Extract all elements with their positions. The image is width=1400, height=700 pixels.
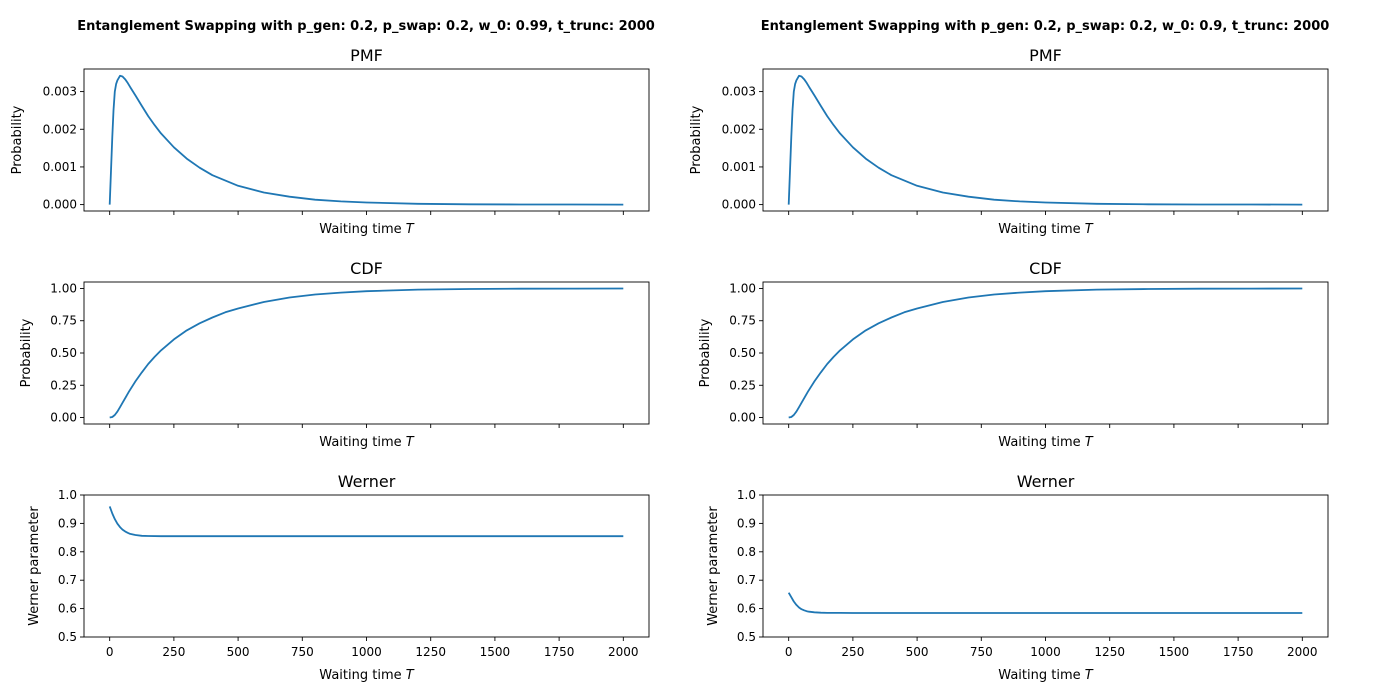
subplot-cdf-right: CDF 0.00 0.25 0.50 0.75 1.00 Waiting time T Pro… xyxy=(698,259,1329,450)
suptitle-left: Entanglement Swapping with p_gen: 0.2, p… xyxy=(77,19,655,34)
y-tick-label-c0-r1-4: 1.00 xyxy=(50,281,77,295)
subplot-werner-right: Werner 0 250 500 750 1000 1250 1500 1750 2000 0.5 0… xyxy=(706,472,1329,683)
y-tick-label-c0-r0-1: 0.001 xyxy=(43,160,77,174)
series-line-c0-r2-0 xyxy=(108,506,624,538)
x-axis-label-c1-r2: Waiting time T xyxy=(998,668,1093,683)
x-tick-label-c0-r2-4: 1000 xyxy=(351,645,382,659)
y-tick-label-c0-r1-1: 0.25 xyxy=(50,378,77,392)
y-tick-label-c0-r0-3: 0.003 xyxy=(43,85,77,99)
subplot-pmf-left: PMF 0.000 0.001 0.002 0.003 Waiting time T Pro… xyxy=(10,46,650,237)
y-tick-label-c1-r2-5: 1.0 xyxy=(737,488,756,502)
y-tick-label-c1-r0-1: 0.001 xyxy=(722,160,756,174)
x-tick-label-c0-r2-6: 1500 xyxy=(480,645,511,659)
subplot-title-c0-r2: Werner xyxy=(338,472,396,491)
y-tick-label-c1-r2-3: 0.8 xyxy=(737,545,756,559)
x-tick-label-c1-r2-1: 250 xyxy=(841,645,864,659)
x-tick-label-c1-r2-4: 1000 xyxy=(1030,645,1061,659)
axes-frame-c1-r2 xyxy=(762,494,1329,638)
x-tick-label-c1-r2-7: 1750 xyxy=(1223,645,1254,659)
y-tick-label-c0-r1-2: 0.50 xyxy=(50,346,77,360)
y-tick-label-c1-r1-3: 0.75 xyxy=(729,314,756,328)
x-tick-label-c1-r2-0: 0 xyxy=(785,645,793,659)
y-tick-label-c0-r0-2: 0.002 xyxy=(43,122,77,136)
x-tick-label-c0-r2-7: 1750 xyxy=(544,645,575,659)
y-tick-label-c0-r0-0: 0.000 xyxy=(43,198,77,212)
subplot-title-c1-r1: CDF xyxy=(1029,259,1062,278)
y-axis-label-c0-r2: Werner parameter xyxy=(27,506,42,626)
x-tick-label-c1-r2-8: 2000 xyxy=(1287,645,1318,659)
y-tick-label-c0-r1-0: 0.00 xyxy=(50,411,77,425)
series-line-c1-r2-0 xyxy=(787,592,1303,614)
x-tick-label-c1-r2-3: 750 xyxy=(970,645,993,659)
y-tick-label-c1-r1-0: 0.00 xyxy=(729,411,756,425)
y-axis-label-c1-r2: Werner parameter xyxy=(706,506,721,626)
subplot-title-c1-r2: Werner xyxy=(1017,472,1075,491)
subplot-pmf-right: PMF 0.000 0.001 0.002 0.003 Waiting time T Pro… xyxy=(689,46,1329,237)
y-axis-label-c1-r0: Probability xyxy=(689,105,704,174)
y-tick-label-c1-r2-4: 0.9 xyxy=(737,516,756,530)
y-tick-label-c1-r2-0: 0.5 xyxy=(737,630,756,644)
y-tick-label-c0-r2-4: 0.9 xyxy=(58,516,77,530)
x-tick-label-c0-r2-1: 250 xyxy=(162,645,185,659)
subplot-cdf-left: CDF 0.00 0.25 0.50 0.75 1.00 Waiting time T Pro… xyxy=(19,259,650,450)
y-tick-label-c1-r1-4: 1.00 xyxy=(729,281,756,295)
series-line-c1-r1-0 xyxy=(788,287,1303,419)
x-tick-label-c1-r2-6: 1500 xyxy=(1159,645,1190,659)
x-tick-label-c1-r2-5: 1250 xyxy=(1094,645,1125,659)
x-tick-label-c0-r2-3: 750 xyxy=(291,645,314,659)
axes-frame-c1-r1 xyxy=(762,281,1329,425)
y-axis-label-c1-r1: Probability xyxy=(698,318,713,387)
x-tick-label-c0-r2-0: 0 xyxy=(106,645,114,659)
axes-frame-c0-r2 xyxy=(83,494,650,638)
y-tick-label-c1-r2-2: 0.7 xyxy=(737,573,756,587)
y-axis-label-c0-r0: Probability xyxy=(10,105,25,174)
y-tick-label-c0-r1-3: 0.75 xyxy=(50,314,77,328)
subplot-title-c0-r0: PMF xyxy=(350,46,383,65)
y-tick-label-c1-r0-2: 0.002 xyxy=(722,122,756,136)
subplot-werner-left: Werner 0 250 500 750 1000 1250 1500 1750 2000 0.5 0… xyxy=(27,472,650,683)
axes-frame-c0-r0 xyxy=(83,68,650,212)
y-tick-label-c1-r1-2: 0.50 xyxy=(729,346,756,360)
x-axis-label-c1-r0: Waiting time T xyxy=(998,222,1093,237)
series-line-c0-r0-0 xyxy=(108,74,624,206)
y-tick-label-c0-r2-1: 0.6 xyxy=(58,602,77,616)
y-axis-label-c0-r1: Probability xyxy=(19,318,34,387)
x-tick-label-c0-r2-8: 2000 xyxy=(608,645,639,659)
y-tick-label-c1-r1-1: 0.25 xyxy=(729,378,756,392)
x-axis-label-c0-r1: Waiting time T xyxy=(319,435,414,450)
x-axis-label-c0-r0: Waiting time T xyxy=(319,222,414,237)
subplot-title-c0-r1: CDF xyxy=(350,259,383,278)
x-axis-label-c0-r2: Waiting time T xyxy=(319,668,414,683)
suptitle-right: Entanglement Swapping with p_gen: 0.2, p… xyxy=(761,19,1330,34)
y-tick-label-c0-r2-3: 0.8 xyxy=(58,545,77,559)
y-tick-label-c1-r0-0: 0.000 xyxy=(722,198,756,212)
x-tick-label-c0-r2-2: 500 xyxy=(227,645,250,659)
y-tick-label-c0-r2-0: 0.5 xyxy=(58,630,77,644)
y-tick-label-c0-r2-2: 0.7 xyxy=(58,573,77,587)
axes-frame-c0-r1 xyxy=(83,281,650,425)
subplot-title-c1-r0: PMF xyxy=(1029,46,1062,65)
y-tick-label-c1-r0-3: 0.003 xyxy=(722,85,756,99)
series-line-c1-r0-0 xyxy=(787,74,1303,206)
x-tick-label-c1-r2-2: 500 xyxy=(906,645,929,659)
x-axis-label-c1-r1: Waiting time T xyxy=(998,435,1093,450)
y-tick-label-c1-r2-1: 0.6 xyxy=(737,602,756,616)
y-tick-label-c0-r2-5: 1.0 xyxy=(58,488,77,502)
x-tick-label-c0-r2-5: 1250 xyxy=(415,645,446,659)
axes-frame-c1-r0 xyxy=(762,68,1329,212)
series-line-c0-r1-0 xyxy=(109,287,624,419)
